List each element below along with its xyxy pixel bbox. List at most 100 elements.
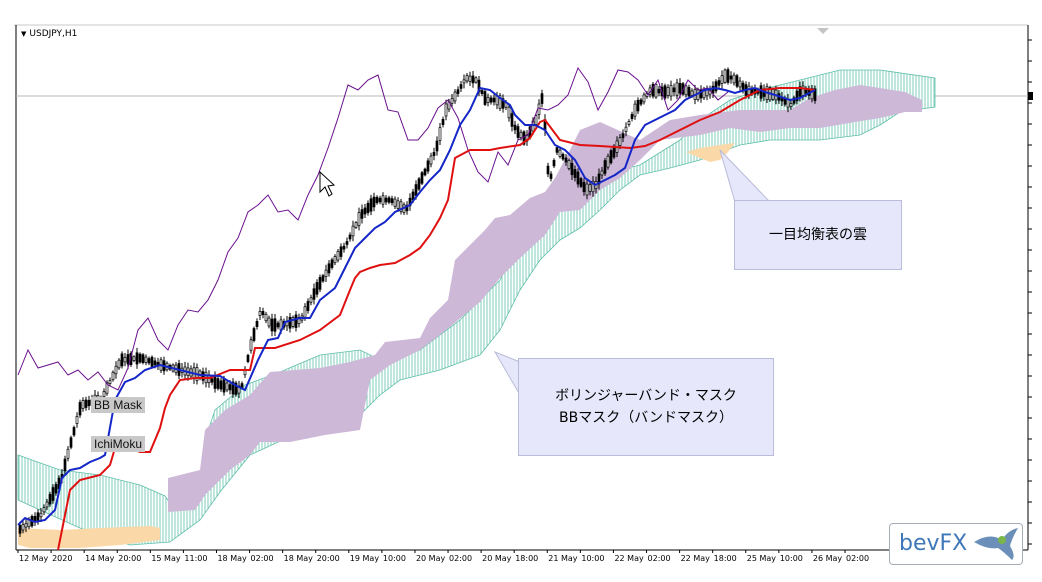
candle-body bbox=[315, 282, 319, 295]
candle-body bbox=[372, 196, 376, 208]
candle-body bbox=[558, 149, 562, 157]
bb-mask-object-label[interactable]: BB Mask bbox=[91, 397, 146, 413]
candle-body bbox=[417, 178, 421, 190]
current-price-marker bbox=[1028, 92, 1033, 100]
candle-body bbox=[42, 507, 46, 513]
price-scale[interactable] bbox=[1028, 39, 1032, 545]
candle-body bbox=[291, 317, 295, 327]
ichimoku-cloud bbox=[17, 69, 936, 546]
candle-body bbox=[567, 160, 571, 169]
candle-body bbox=[672, 87, 676, 93]
candle-body bbox=[564, 157, 568, 163]
candle-body bbox=[288, 316, 292, 329]
time-axis-label: 14 May bbox=[85, 554, 115, 563]
time-axis[interactable]: 12 May 2020 14 May 20:00 15 May 11:00 18 May 02… bbox=[17, 550, 869, 563]
candle-body bbox=[54, 484, 58, 494]
candle-body bbox=[405, 204, 409, 212]
time-axis-label: 18:00 bbox=[515, 554, 538, 563]
candle-body bbox=[726, 69, 730, 83]
time-axis-label: 18 May bbox=[217, 554, 247, 563]
candle-body bbox=[267, 317, 271, 327]
candle-body bbox=[276, 322, 280, 328]
candle-body bbox=[369, 198, 373, 212]
candle-body bbox=[516, 126, 520, 138]
mouse-cursor-icon bbox=[319, 170, 336, 197]
candle-body bbox=[627, 121, 631, 125]
time-axis-label: 10:00 bbox=[383, 554, 406, 563]
candle-body bbox=[426, 160, 430, 172]
candle-body bbox=[102, 391, 106, 397]
candle-body bbox=[498, 95, 502, 109]
symbol-timeframe-text: USDJPY,H1 bbox=[29, 29, 78, 39]
candle-body bbox=[222, 379, 226, 393]
candle-body bbox=[432, 152, 436, 156]
candle-body bbox=[510, 113, 514, 127]
candle-body bbox=[105, 382, 109, 394]
candle-body bbox=[690, 90, 694, 96]
candle-body bbox=[804, 89, 808, 94]
ichimoku-object-label[interactable]: IchiMoku bbox=[91, 436, 146, 452]
candle-body bbox=[630, 114, 634, 119]
time-axis-label: 02:00 bbox=[648, 554, 671, 563]
candle-body bbox=[360, 209, 364, 219]
dropdown-triangle-icon[interactable]: ▼ bbox=[21, 30, 27, 38]
candle-body bbox=[306, 301, 310, 311]
candle-body bbox=[654, 83, 658, 98]
candle-body bbox=[729, 75, 733, 80]
candle-body bbox=[486, 97, 490, 103]
candle-body bbox=[561, 153, 565, 160]
callout-ichimoku-text: 一目均衡表の雲 bbox=[769, 227, 867, 243]
candle-body bbox=[678, 83, 682, 94]
candle-body bbox=[717, 80, 721, 86]
callout-bb-mask-line2: BBマスク（バンドマスク） bbox=[559, 410, 733, 426]
candle-body bbox=[489, 97, 493, 103]
callout-bb-mask: ボリンジャーバンド・マスク BBマスク（バンドマスク） bbox=[518, 358, 774, 456]
candle-body bbox=[456, 89, 460, 94]
candle-body bbox=[219, 380, 223, 390]
candle-body bbox=[636, 99, 640, 112]
candle-body bbox=[357, 212, 361, 226]
candle-body bbox=[675, 82, 679, 96]
candle-body bbox=[345, 241, 349, 245]
candle-body bbox=[114, 365, 118, 375]
candle-body bbox=[135, 352, 139, 365]
candle-body bbox=[552, 160, 556, 167]
candle-body bbox=[258, 311, 262, 316]
candle-body bbox=[480, 90, 484, 94]
candle-body bbox=[495, 95, 499, 106]
candle-body bbox=[585, 183, 589, 196]
candle-body bbox=[339, 246, 343, 257]
candle-body bbox=[120, 353, 124, 367]
candle-body bbox=[507, 106, 511, 119]
tenkan-sen-line bbox=[17, 86, 816, 526]
candle-body bbox=[255, 321, 259, 327]
candle-body bbox=[462, 79, 466, 84]
candle-body bbox=[24, 522, 28, 528]
candle-body bbox=[414, 184, 418, 196]
candle-body bbox=[549, 173, 553, 179]
time-axis-label: 20:00 bbox=[118, 554, 141, 563]
chart-shift-marker[interactable] bbox=[817, 28, 829, 34]
candle-body bbox=[327, 263, 331, 274]
candle-body bbox=[303, 306, 307, 318]
candle-body bbox=[318, 277, 322, 290]
candle-body bbox=[393, 198, 397, 207]
candle-body bbox=[309, 297, 313, 303]
candle-body bbox=[51, 487, 55, 501]
candle-body bbox=[63, 458, 67, 472]
candle-body bbox=[111, 371, 115, 381]
candle-body bbox=[624, 126, 628, 132]
candle-body bbox=[78, 402, 82, 416]
candle-body bbox=[435, 140, 439, 152]
candle-body bbox=[720, 75, 724, 84]
candle-body bbox=[621, 133, 625, 139]
candle-body bbox=[513, 124, 517, 131]
candle-body bbox=[249, 339, 253, 351]
candle-body bbox=[471, 75, 475, 84]
chart-symbol-label: ▼ USDJPY,H1 bbox=[21, 29, 77, 39]
candle-body bbox=[390, 198, 394, 204]
callout-pointer-bb bbox=[493, 350, 521, 397]
time-axis-label: 15 May bbox=[151, 554, 181, 563]
